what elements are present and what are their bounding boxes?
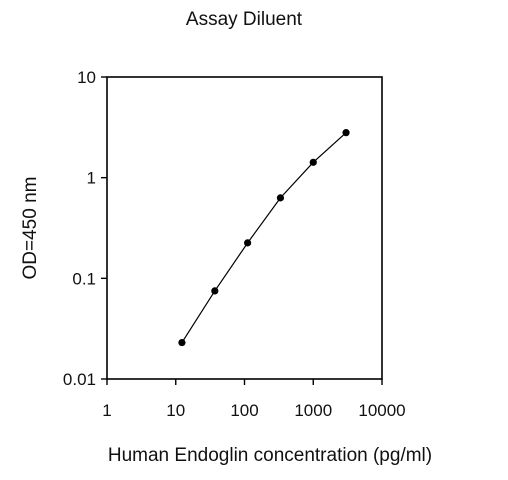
y-tick-label: 10 xyxy=(77,68,96,87)
x-tick-label: 1 xyxy=(102,401,111,420)
y-tick-label: 0.1 xyxy=(72,269,96,288)
series-line xyxy=(181,132,347,343)
plot-area-frame xyxy=(106,76,383,380)
series-points xyxy=(178,129,350,347)
x-tick-label: 100 xyxy=(230,401,258,420)
x-tick-label: 10 xyxy=(166,401,185,420)
x-axis-label: Human Endoglin concentration (pg/ml) xyxy=(108,445,432,466)
y-axis-label: OD=450 nm xyxy=(20,177,41,280)
data-point xyxy=(211,287,219,295)
data-point xyxy=(244,239,252,247)
chart-title: Assay Diluent xyxy=(186,9,303,30)
y-tick-label: 0.01 xyxy=(63,370,96,389)
data-point xyxy=(309,158,317,166)
data-point xyxy=(276,194,285,202)
data-point xyxy=(342,129,350,137)
y-axis-ticks: 0.01 0.1 1 10 xyxy=(63,68,107,389)
x-axis-ticks: 1 10 100 1000 10000 xyxy=(102,379,406,420)
x-tick-label: 1000 xyxy=(294,401,332,420)
y-tick-label: 1 xyxy=(87,169,96,188)
data-point xyxy=(178,338,186,347)
x-tick-label: 10000 xyxy=(358,401,405,420)
